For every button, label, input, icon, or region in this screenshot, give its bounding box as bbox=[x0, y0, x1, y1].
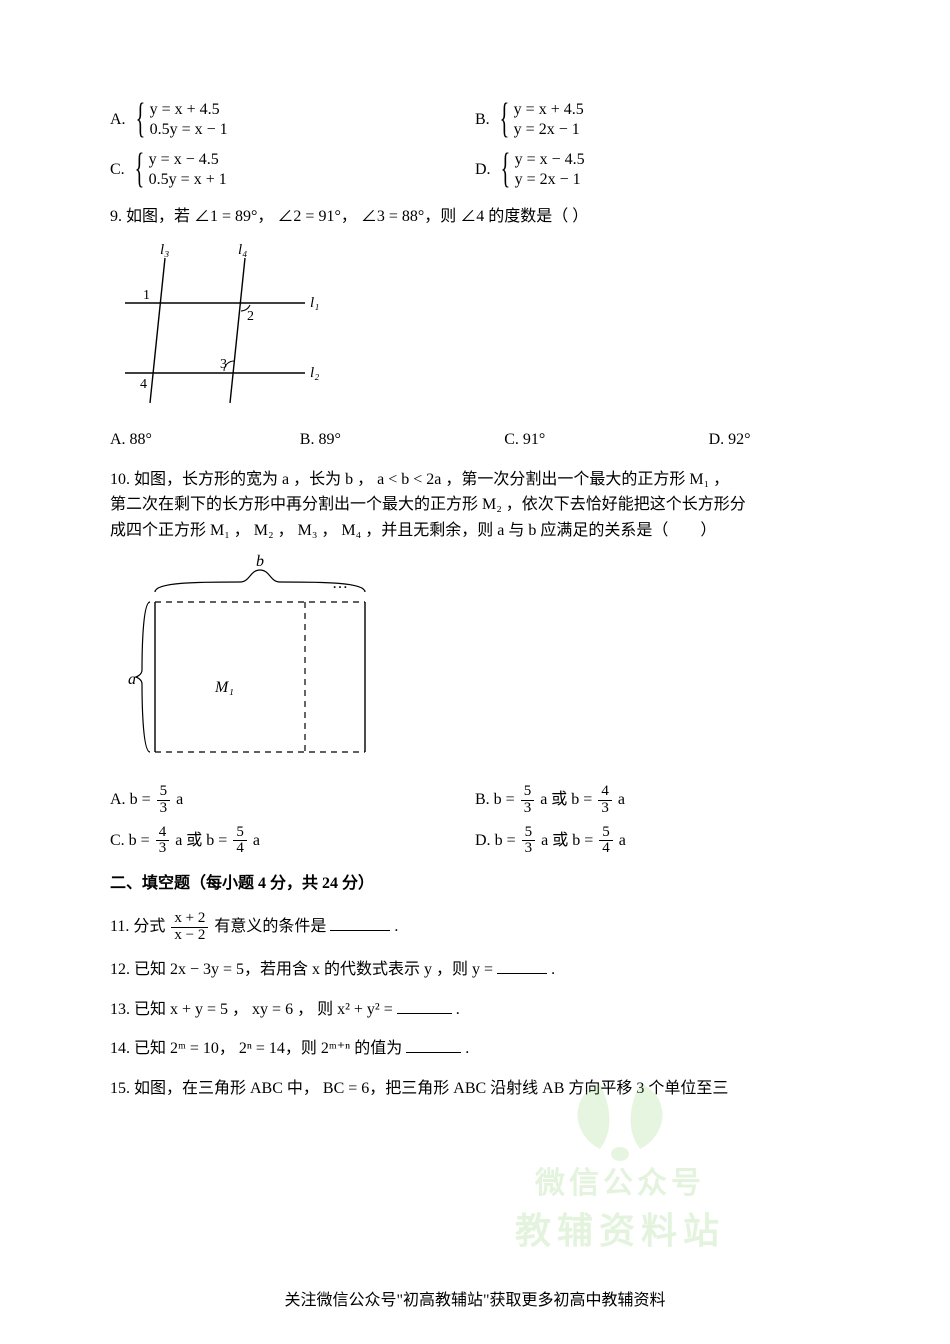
fraction: 5 4 bbox=[233, 825, 247, 858]
q10-diagram-svg: b … a M₁ bbox=[110, 552, 380, 772]
fraction: 4 3 bbox=[598, 784, 612, 817]
watermark-line2: 教辅资料站 bbox=[470, 1202, 770, 1254]
equation-line: 0.5y = x − 1 bbox=[150, 120, 228, 140]
q11-pre: 11. 分式 bbox=[110, 918, 169, 935]
q10-options-row1: A. b = 5 3 a B. b = 5 3 a 或 b = 4 3 a bbox=[110, 784, 840, 817]
expr-text: a bbox=[619, 832, 626, 849]
fraction: 5 3 bbox=[157, 784, 171, 817]
q12-tail: . bbox=[551, 961, 555, 978]
label-M1: M₁ bbox=[214, 679, 234, 696]
exam-page: A. y = x + 4.5 0.5y = x − 1 B. y = x + 4… bbox=[0, 0, 950, 1142]
option-label: D. bbox=[475, 157, 491, 183]
fill-blank bbox=[397, 997, 452, 1014]
expr-text: a bbox=[618, 791, 625, 808]
q14-text: 14. 已知 2ᵐ = 10， 2ⁿ = 14，则 2ᵐ⁺ⁿ 的值为 bbox=[110, 1040, 402, 1057]
q10-opt-D: D. b = 5 3 a 或 b = 5 4 a bbox=[475, 825, 840, 858]
expr-text: b = bbox=[129, 832, 154, 849]
fraction: x + 2 x − 2 bbox=[171, 911, 208, 944]
expr-text: b = bbox=[495, 832, 520, 849]
option-label: A. bbox=[110, 107, 126, 133]
label-l2: l₂ bbox=[310, 365, 319, 381]
q10-line1: 10. 如图，长方形的宽为 a ，长为 b ， a < b < 2a ，第一次分… bbox=[110, 467, 840, 493]
label-a: a bbox=[128, 671, 136, 688]
q8-opt-A: A. y = x + 4.5 0.5y = x − 1 bbox=[110, 100, 475, 140]
q11-post: 有意义的条件是 bbox=[214, 918, 326, 935]
q9-text: 9. 如图，若 ∠1 = 89°， ∠2 = 91°， ∠3 = 88°，则 ∠… bbox=[110, 204, 840, 230]
expr-text: a 或 b = bbox=[541, 832, 597, 849]
fraction: 5 3 bbox=[521, 784, 535, 817]
q8-options-row1: A. y = x + 4.5 0.5y = x − 1 B. y = x + 4… bbox=[110, 100, 840, 140]
q13-text: 13. 已知 x + y = 5 ， xy = 6 ， 则 x² + y² = bbox=[110, 1001, 397, 1018]
label-l3: l₃ bbox=[160, 242, 169, 258]
q15: 15. 如图，在三角形 ABC 中， BC = 6，把三角形 ABC 沿射线 A… bbox=[110, 1076, 840, 1102]
fill-blank bbox=[497, 957, 547, 974]
equation-system: y = x + 4.5 y = 2x − 1 bbox=[500, 100, 584, 140]
option-label: C. bbox=[110, 157, 125, 183]
fraction: 4 3 bbox=[156, 825, 170, 858]
equation-system: y = x − 4.5 y = 2x − 1 bbox=[501, 150, 585, 190]
option-label: B. bbox=[475, 107, 490, 133]
equation-line: 0.5y = x + 1 bbox=[149, 170, 227, 190]
section-2-heading: 二、填空题（每小题 4 分，共 24 分） bbox=[110, 871, 840, 897]
q9-opt-B: B. 89° bbox=[300, 427, 504, 453]
q8-opt-B: B. y = x + 4.5 y = 2x − 1 bbox=[475, 100, 840, 140]
fill-blank bbox=[406, 1036, 461, 1053]
q8-options-row2: C. y = x − 4.5 0.5y = x + 1 D. y = x − 4… bbox=[110, 150, 840, 190]
option-label: C. bbox=[110, 832, 129, 849]
label-b: b bbox=[256, 553, 264, 570]
option-label: B. bbox=[475, 791, 494, 808]
expr-text: a 或 b = bbox=[540, 791, 596, 808]
equation-system: y = x − 4.5 0.5y = x + 1 bbox=[135, 150, 227, 190]
q13-tail: . bbox=[456, 1001, 460, 1018]
q9-opt-D: D. 92° bbox=[709, 427, 840, 453]
dots: … bbox=[332, 575, 348, 592]
page-footer: 关注微信公众号"初高教辅站"获取更多初高中教辅资料 bbox=[0, 1286, 950, 1310]
q14-tail: . bbox=[465, 1040, 469, 1057]
expr-text: a 或 b = bbox=[175, 832, 231, 849]
label-l4: l₄ bbox=[238, 242, 247, 258]
option-label: A. bbox=[110, 791, 130, 808]
q13: 13. 已知 x + y = 5 ， xy = 6 ， 则 x² + y² = … bbox=[110, 997, 840, 1023]
q9-options: A. 88° B. 89° C. 91° D. 92° bbox=[110, 427, 840, 453]
option-label: D. bbox=[475, 832, 495, 849]
fraction: 5 3 bbox=[522, 825, 536, 858]
equation-line: y = x − 4.5 bbox=[515, 150, 585, 170]
expr-text: b = bbox=[130, 791, 155, 808]
q9-diagram-svg: l₃ l₄ l₁ l₂ 1 2 3 4 bbox=[110, 238, 325, 413]
angle-4: 4 bbox=[140, 377, 147, 392]
q9-figure: l₃ l₄ l₁ l₂ 1 2 3 4 bbox=[110, 238, 840, 422]
q10-opt-A: A. b = 5 3 a bbox=[110, 784, 475, 817]
equation-line: y = 2x − 1 bbox=[515, 170, 585, 190]
q12: 12. 已知 2x − 3y = 5，若用含 x 的代数式表示 y ，则 y =… bbox=[110, 957, 840, 983]
label-l1: l₁ bbox=[310, 295, 319, 311]
equation-line: y = 2x − 1 bbox=[514, 120, 584, 140]
fraction: 5 4 bbox=[599, 825, 613, 858]
q10-line3: 成四个正方形 M₁ ， M₂ ， M₃ ， M₄ ，并且无剩余，则 a 与 b … bbox=[110, 518, 840, 544]
q10-figure: b … a M₁ bbox=[110, 552, 840, 781]
q10-line2: 第二次在剩下的长方形中再分割出一个最大的正方形 M₂ ，依次下去恰好能把这个长方… bbox=[110, 492, 840, 518]
expr-text: a bbox=[176, 791, 183, 808]
q10-opt-B: B. b = 5 3 a 或 b = 4 3 a bbox=[475, 784, 840, 817]
equation-line: y = x − 4.5 bbox=[149, 150, 227, 170]
q9-opt-C: C. 91° bbox=[504, 427, 708, 453]
watermark-line1: 微信公众号 bbox=[470, 1158, 770, 1202]
angle-2: 2 bbox=[247, 309, 254, 324]
expr-text: a bbox=[253, 832, 260, 849]
equation-line: y = x + 4.5 bbox=[150, 100, 228, 120]
q8-opt-C: C. y = x − 4.5 0.5y = x + 1 bbox=[110, 150, 475, 190]
q10-opt-C: C. b = 4 3 a 或 b = 5 4 a bbox=[110, 825, 475, 858]
angle-1: 1 bbox=[143, 288, 150, 303]
expr-text: b = bbox=[494, 791, 519, 808]
equation-system: y = x + 4.5 0.5y = x − 1 bbox=[136, 100, 228, 140]
equation-line: y = x + 4.5 bbox=[514, 100, 584, 120]
q14: 14. 已知 2ᵐ = 10， 2ⁿ = 14，则 2ᵐ⁺ⁿ 的值为 . bbox=[110, 1036, 840, 1062]
q9-opt-A: A. 88° bbox=[110, 427, 300, 453]
fill-blank bbox=[330, 914, 390, 931]
q10-options-row2: C. b = 4 3 a 或 b = 5 4 a D. b = 5 3 a 或 … bbox=[110, 825, 840, 858]
q11-tail: . bbox=[394, 918, 398, 935]
q8-opt-D: D. y = x − 4.5 y = 2x − 1 bbox=[475, 150, 840, 190]
q12-text: 12. 已知 2x − 3y = 5，若用含 x 的代数式表示 y ，则 y = bbox=[110, 961, 497, 978]
q11: 11. 分式 x + 2 x − 2 有意义的条件是 . bbox=[110, 911, 840, 944]
